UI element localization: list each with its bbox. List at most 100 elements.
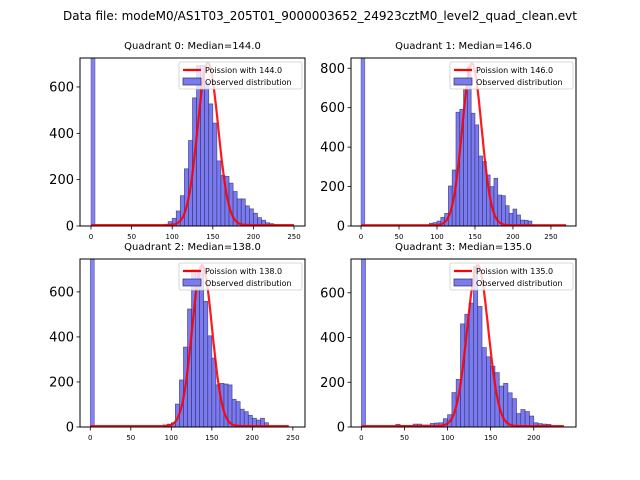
xtick-label: 150 [484, 434, 497, 442]
histogram-bar [211, 357, 217, 427]
axes-frame [79, 258, 306, 428]
legend-bar-swatch [182, 278, 202, 287]
plot-area [360, 58, 567, 226]
xtick-label: 250 [544, 233, 557, 241]
histogram-bar [467, 66, 472, 226]
xtick-label: 100 [166, 233, 179, 241]
histogram-bar [468, 302, 474, 427]
ytick-label: 400 [49, 330, 74, 345]
xtick-label: 150 [206, 233, 219, 241]
xtick-label: 0 [359, 233, 363, 241]
ytick-label: 600 [49, 80, 74, 95]
histogram-bar [501, 195, 506, 226]
histogram-bar [207, 335, 213, 427]
ytick-label: 0 [337, 421, 345, 436]
histogram-bar [512, 208, 518, 226]
histogram-bar-zero [360, 58, 366, 226]
ytick-label: 800 [320, 62, 345, 77]
histogram-bar [478, 155, 483, 226]
xtick-label: 150 [468, 233, 481, 241]
legend: Poission with 146.0 Observed distribution [449, 61, 574, 90]
legend: Poission with 144.0 Observed distribution [178, 61, 303, 90]
histogram-bar [511, 398, 517, 427]
subplot-title: Quadrant 0: Median=144.0 [124, 41, 261, 52]
subplot-quadrant-1: Quadrant 1: Median=146.0 0 200 400 600 800 0 50… [320, 41, 577, 241]
histogram-bar [477, 306, 483, 427]
histogram-bar [240, 198, 246, 226]
legend-label-observed: Observed distribution [476, 279, 563, 288]
histogram-bar [481, 347, 487, 427]
ytick-label: 400 [320, 331, 345, 346]
legend-bar-swatch [453, 278, 473, 287]
legend-box [449, 61, 574, 90]
subplot-quadrant-3: Quadrant 3: Median=135.0 0 200 400 600 0 50 100… [320, 242, 577, 442]
histogram-bar-zero [90, 58, 96, 226]
subplot-title: Quadrant 1: Median=146.0 [395, 41, 532, 52]
ytick-label: 400 [49, 127, 74, 142]
ytick-label: 200 [320, 180, 345, 195]
xtick-label: 50 [127, 233, 136, 241]
axes-frame [350, 258, 577, 428]
poisson-curve [90, 263, 289, 427]
histogram-bar [520, 409, 526, 427]
histogram-bar [507, 392, 513, 427]
poisson-curve [361, 62, 567, 226]
histogram-bar [243, 411, 249, 427]
histogram-bar [249, 208, 254, 226]
legend: Poission with 135.0 Observed distribution [449, 262, 574, 291]
poisson-curve [91, 61, 294, 226]
ytick-label: 0 [337, 220, 345, 235]
legend-box [178, 61, 303, 90]
axes-frame [350, 57, 577, 227]
ytick-label: 600 [320, 101, 345, 116]
legend-label-observed: Observed distribution [205, 78, 292, 87]
ytick-label: 200 [49, 375, 74, 390]
histogram-bar [264, 422, 269, 427]
histogram-bar [196, 65, 201, 226]
histogram-bar [474, 124, 480, 226]
histogram-bar [231, 398, 237, 427]
subplot-title: Quadrant 3: Median=135.0 [395, 242, 532, 253]
ytick-label: 600 [320, 286, 345, 301]
legend-bar-swatch [182, 77, 202, 86]
histogram-bar [216, 160, 222, 226]
histogram-bar [204, 82, 210, 226]
xtick-label: 0 [89, 233, 93, 241]
ytick-label: 600 [49, 285, 74, 300]
axes-frame [79, 57, 306, 227]
legend-label-poisson: Poission with 144.0 [205, 66, 282, 75]
histogram-bar [244, 205, 250, 226]
xtick-label: 50 [126, 434, 135, 442]
histogram-bar [203, 300, 209, 427]
legend-bar-swatch [453, 77, 473, 86]
subplot-quadrant-0: Quadrant 0: Median=144.0 0 200 400 600 0 50 100… [49, 41, 306, 241]
xtick-label: 200 [506, 233, 519, 241]
legend-label-observed: Observed distribution [205, 279, 292, 288]
xtick-label: 100 [430, 233, 443, 241]
xtick-label: 200 [527, 434, 540, 442]
histogram-bar [524, 411, 530, 427]
legend-box [449, 262, 574, 291]
histogram-bar-zero [361, 259, 366, 427]
histogram-bar-zero [89, 259, 95, 427]
xtick-label: 200 [246, 434, 259, 442]
histogram-bar [470, 112, 476, 226]
legend-label-poisson: Poission with 146.0 [476, 66, 553, 75]
legend-label-poisson: Poission with 138.0 [205, 267, 282, 276]
ytick-label: 200 [49, 173, 74, 188]
figure-suptitle: Data file: modeM0/AS1T03_205T01_90000036… [63, 9, 577, 23]
xtick-label: 250 [287, 233, 300, 241]
ytick-label: 0 [66, 421, 74, 436]
ytick-label: 0 [66, 220, 74, 235]
histogram-bar [208, 103, 214, 226]
histogram-bar [212, 122, 218, 226]
histogram-bar [485, 356, 492, 427]
xtick-label: 100 [165, 434, 178, 442]
xtick-label: 0 [88, 434, 92, 442]
ytick-label: 200 [320, 376, 345, 391]
histogram-bar [235, 401, 241, 427]
xtick-label: 150 [205, 434, 218, 442]
xtick-label: 50 [400, 434, 409, 442]
subplot-title: Quadrant 2: Median=138.0 [124, 242, 261, 253]
